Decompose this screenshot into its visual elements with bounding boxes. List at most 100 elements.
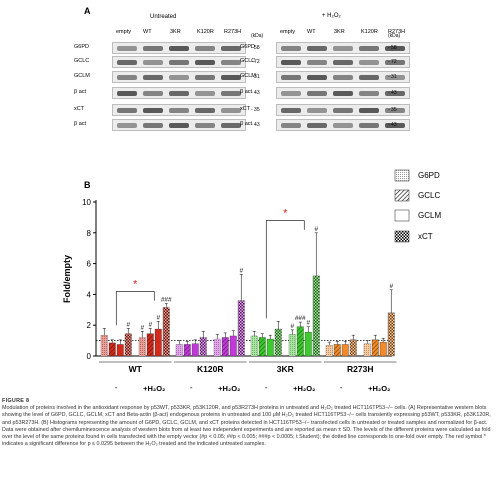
row-label-1: GCLC <box>240 58 256 64</box>
significance-mark: ### <box>161 297 172 304</box>
significance-mark: # <box>156 314 160 321</box>
significance-star: * <box>133 278 138 290</box>
significance-mark: # <box>290 323 294 330</box>
bar <box>116 344 124 357</box>
blot-band <box>169 123 189 128</box>
blot-band <box>333 91 353 96</box>
bar-pattern <box>372 339 379 356</box>
blot-band <box>307 108 327 113</box>
legend-swatch <box>394 209 410 222</box>
blot-band <box>143 60 163 65</box>
blot-strip <box>276 42 410 54</box>
row-label-5: β act <box>240 121 253 127</box>
bar-pattern <box>334 344 341 356</box>
y-axis-title: Fold/empty <box>62 255 72 303</box>
bar <box>191 343 199 357</box>
blot-band <box>385 60 405 65</box>
kda-label-left: (kDa) <box>251 33 264 39</box>
blot-band <box>117 75 137 80</box>
treatment-minus-label: - <box>265 383 268 392</box>
blot-band <box>221 123 241 128</box>
kda-marker: - 43 <box>388 122 397 128</box>
lane-label: empty <box>116 29 131 35</box>
treatment-plus-label: +H₂O₂ <box>143 384 165 393</box>
group-label: K120R <box>197 364 223 374</box>
blot-band <box>307 60 327 65</box>
lane-label: WT <box>307 29 316 35</box>
blot-band <box>143 108 163 113</box>
legend-swatch <box>394 169 410 182</box>
y-tick-label: 4 <box>87 290 92 299</box>
blot-band <box>307 46 327 51</box>
blot-band <box>221 60 241 65</box>
blot-band <box>359 123 379 128</box>
bar-pattern <box>139 337 146 356</box>
blot-band <box>385 108 405 113</box>
blot-strip <box>276 56 410 68</box>
blot-band <box>359 60 379 65</box>
y-tick-label: 10 <box>82 198 91 207</box>
bar-pattern <box>176 344 183 356</box>
bar <box>379 341 387 357</box>
blot-band <box>117 123 137 128</box>
blot-band <box>385 91 405 96</box>
blot-band <box>333 108 353 113</box>
bar-pattern <box>350 339 357 356</box>
blot-band <box>281 108 301 113</box>
blot-band <box>143 46 163 51</box>
figure-caption: FIGURE 8 Modulation of proteins involved… <box>2 398 496 448</box>
blot-strip <box>112 56 246 68</box>
bar-pattern <box>259 337 266 356</box>
blot-band <box>281 60 301 65</box>
lane-label: WT <box>143 29 152 35</box>
row-label-2: GCLM <box>240 73 256 79</box>
blot-band <box>169 46 189 51</box>
blot-strip <box>112 87 246 99</box>
kda-marker: - 43 <box>251 122 260 128</box>
blot-strip <box>276 87 410 99</box>
blot-band <box>281 91 301 96</box>
blot-band <box>385 75 405 80</box>
blot-strip <box>112 119 246 131</box>
significance-mark: # <box>126 321 130 328</box>
blot-band <box>169 75 189 80</box>
y-tick-label: 8 <box>87 229 92 238</box>
blot-band <box>169 108 189 113</box>
treatment-minus-label: - <box>190 383 193 392</box>
row-label-4: xCT <box>240 106 251 112</box>
bar-pattern <box>222 337 229 356</box>
legend-label: GCLM <box>418 211 441 220</box>
bar-pattern <box>163 307 170 356</box>
kda-label-right: (kDa) <box>388 33 401 39</box>
kda-marker: - 43 <box>388 90 397 96</box>
blot-band <box>195 60 215 65</box>
kda-marker: - 58 <box>388 45 397 51</box>
lane-label: 3KR <box>170 29 181 35</box>
blot-band <box>307 123 327 128</box>
row-label-3: β act <box>74 89 87 95</box>
bar-pattern <box>289 334 296 356</box>
blot-band <box>359 108 379 113</box>
panel-b-label: B <box>84 180 91 190</box>
blot-band <box>117 91 137 96</box>
blot-band <box>333 60 353 65</box>
blot-band <box>385 123 405 128</box>
blot-band <box>281 46 301 51</box>
blot-band <box>221 91 241 96</box>
significance-mark: # <box>389 283 393 290</box>
row-label-4: xCT <box>74 106 85 112</box>
kda-marker: - 72 <box>388 59 397 65</box>
y-tick-label: 0 <box>87 352 92 361</box>
bar-pattern <box>238 300 245 356</box>
lane-label: empty <box>280 29 295 35</box>
kda-marker: - 35 <box>388 107 397 113</box>
significance-mark: ### <box>295 315 306 322</box>
blot-band <box>281 123 301 128</box>
treatment-plus-label: +H₂O₂ <box>293 384 315 393</box>
blot-band <box>385 46 405 51</box>
treatment-plus-label: +H₂O₂ <box>218 384 240 393</box>
legend-label: GCLC <box>418 191 440 200</box>
blot-strip <box>112 104 246 116</box>
blot-band <box>359 75 379 80</box>
row-label-0: G6PD <box>240 44 255 50</box>
